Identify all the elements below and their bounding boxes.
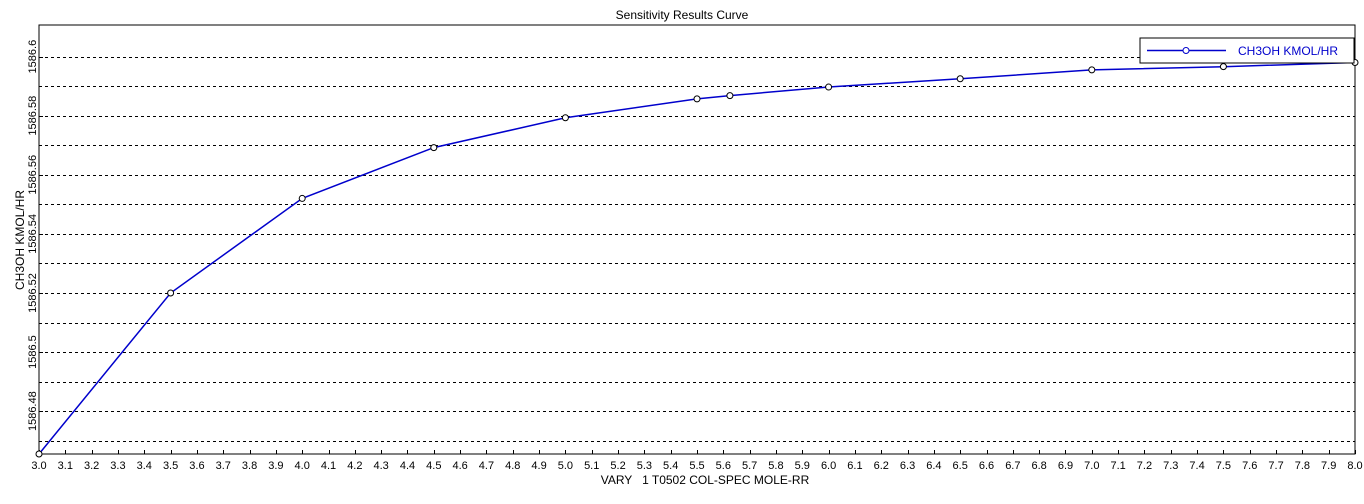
x-tick-label: 5.4 bbox=[663, 460, 678, 472]
data-point bbox=[167, 289, 175, 297]
x-tick-label: 3.5 bbox=[163, 460, 178, 472]
x-tick-label: 5.9 bbox=[795, 460, 810, 472]
x-tick-label: 3.7 bbox=[216, 460, 231, 472]
data-point bbox=[825, 83, 833, 91]
x-tick-label: 3.4 bbox=[137, 460, 152, 472]
x-tick-label: 5.0 bbox=[558, 460, 573, 472]
x-tick-label: 8.0 bbox=[1347, 460, 1362, 472]
x-tick-label: 4.1 bbox=[321, 460, 336, 472]
x-tick-label: 4.2 bbox=[347, 460, 362, 472]
y-axis-label: CH3OH KMOL/HR bbox=[13, 190, 27, 290]
legend-marker bbox=[1182, 47, 1190, 54]
series-line bbox=[38, 61, 1356, 455]
data-point bbox=[1219, 63, 1227, 71]
x-tick-label: 4.9 bbox=[531, 460, 546, 472]
x-tick-label: 5.1 bbox=[584, 460, 599, 472]
x-tick-label: 6.7 bbox=[1005, 460, 1020, 472]
x-tick-label: 3.9 bbox=[268, 460, 283, 472]
chart-title: Sensitivity Results Curve bbox=[616, 8, 749, 22]
data-point bbox=[956, 75, 964, 83]
x-tick-label: 7.6 bbox=[1242, 460, 1257, 472]
x-tick-label: 6.1 bbox=[847, 460, 862, 472]
x-tick-label: 5.7 bbox=[742, 460, 757, 472]
x-tick-label: 4.3 bbox=[374, 460, 389, 472]
data-point bbox=[693, 95, 701, 103]
x-tick-label: 3.1 bbox=[58, 460, 73, 472]
x-tick-label: 4.4 bbox=[400, 460, 415, 472]
x-tick-label: 7.0 bbox=[1084, 460, 1099, 472]
x-tick-label: 6.4 bbox=[926, 460, 941, 472]
x-tick-label: 4.8 bbox=[505, 460, 520, 472]
x-tick-label: 4.0 bbox=[295, 460, 310, 472]
x-tick-label: 5.6 bbox=[716, 460, 731, 472]
y-axis: 1586.48 1586.5 1586.52 1586.54 1586.56 1586.5… bbox=[27, 40, 43, 431]
x-tick-label: 3.2 bbox=[84, 460, 99, 472]
y-tick-label: 1586.56 bbox=[27, 155, 39, 195]
y-tick-label: 1586.54 bbox=[27, 214, 39, 254]
x-tick-label: 3.3 bbox=[110, 460, 125, 472]
y-tick-label: 1586.6 bbox=[27, 40, 39, 74]
x-tick-label: 6.9 bbox=[1058, 460, 1073, 472]
x-axis-label: VARY 1 T0502 COL-SPEC MOLE-RR bbox=[601, 473, 810, 487]
x-tick-label: 5.2 bbox=[610, 460, 625, 472]
x-tick-label: 3.8 bbox=[242, 460, 257, 472]
x-tick-label: 4.5 bbox=[426, 460, 441, 472]
x-tick-label: 7.7 bbox=[1268, 460, 1283, 472]
x-tick-label: 7.1 bbox=[1110, 460, 1125, 472]
y-tick-label: 1586.48 bbox=[27, 391, 39, 431]
x-tick-label: 6.8 bbox=[1032, 460, 1047, 472]
x-tick-label: 4.7 bbox=[479, 460, 494, 472]
x-tick-label: 7.9 bbox=[1321, 460, 1336, 472]
x-tick-label: 6.3 bbox=[900, 460, 915, 472]
data-point bbox=[561, 114, 569, 122]
data-point bbox=[726, 92, 734, 100]
x-tick-label: 3.0 bbox=[31, 460, 46, 472]
series-layer bbox=[35, 59, 1359, 458]
y-tick-label: 1586.52 bbox=[27, 273, 39, 313]
data-point bbox=[35, 450, 43, 458]
x-tick-label: 3.6 bbox=[189, 460, 204, 472]
data-point bbox=[430, 144, 438, 152]
data-point bbox=[298, 194, 306, 202]
grid-lines bbox=[39, 57, 1355, 442]
x-tick-label: 5.5 bbox=[689, 460, 704, 472]
legend: CH3OH KMOL/HR bbox=[1139, 37, 1355, 64]
x-tick-label: 6.2 bbox=[874, 460, 889, 472]
x-tick-label: 6.6 bbox=[979, 460, 994, 472]
x-tick-label: 6.5 bbox=[953, 460, 968, 472]
x-tick-label: 7.2 bbox=[1137, 460, 1152, 472]
x-axis: 3.0 3.1 3.2 3.3 3.4 3.5 3.6 3.7 3.8 3.9 4.0 4.1 4.2 4… bbox=[31, 450, 1363, 472]
x-tick-label: 5.8 bbox=[768, 460, 783, 472]
data-point bbox=[1088, 66, 1096, 74]
x-tick-label: 7.5 bbox=[1216, 460, 1231, 472]
x-tick-label: 5.3 bbox=[637, 460, 652, 472]
plot-frame bbox=[38, 24, 1356, 455]
x-tick-label: 6.0 bbox=[821, 460, 836, 472]
x-tick-label: 4.6 bbox=[452, 460, 467, 472]
x-tick-label: 7.3 bbox=[1163, 460, 1178, 472]
x-tick-label: 7.4 bbox=[1189, 460, 1204, 472]
x-tick-label: 7.8 bbox=[1295, 460, 1310, 472]
y-tick-label: 1586.58 bbox=[27, 96, 39, 136]
y-tick-label: 1586.5 bbox=[27, 335, 39, 369]
legend-label: CH3OH KMOL/HR bbox=[1238, 44, 1338, 58]
